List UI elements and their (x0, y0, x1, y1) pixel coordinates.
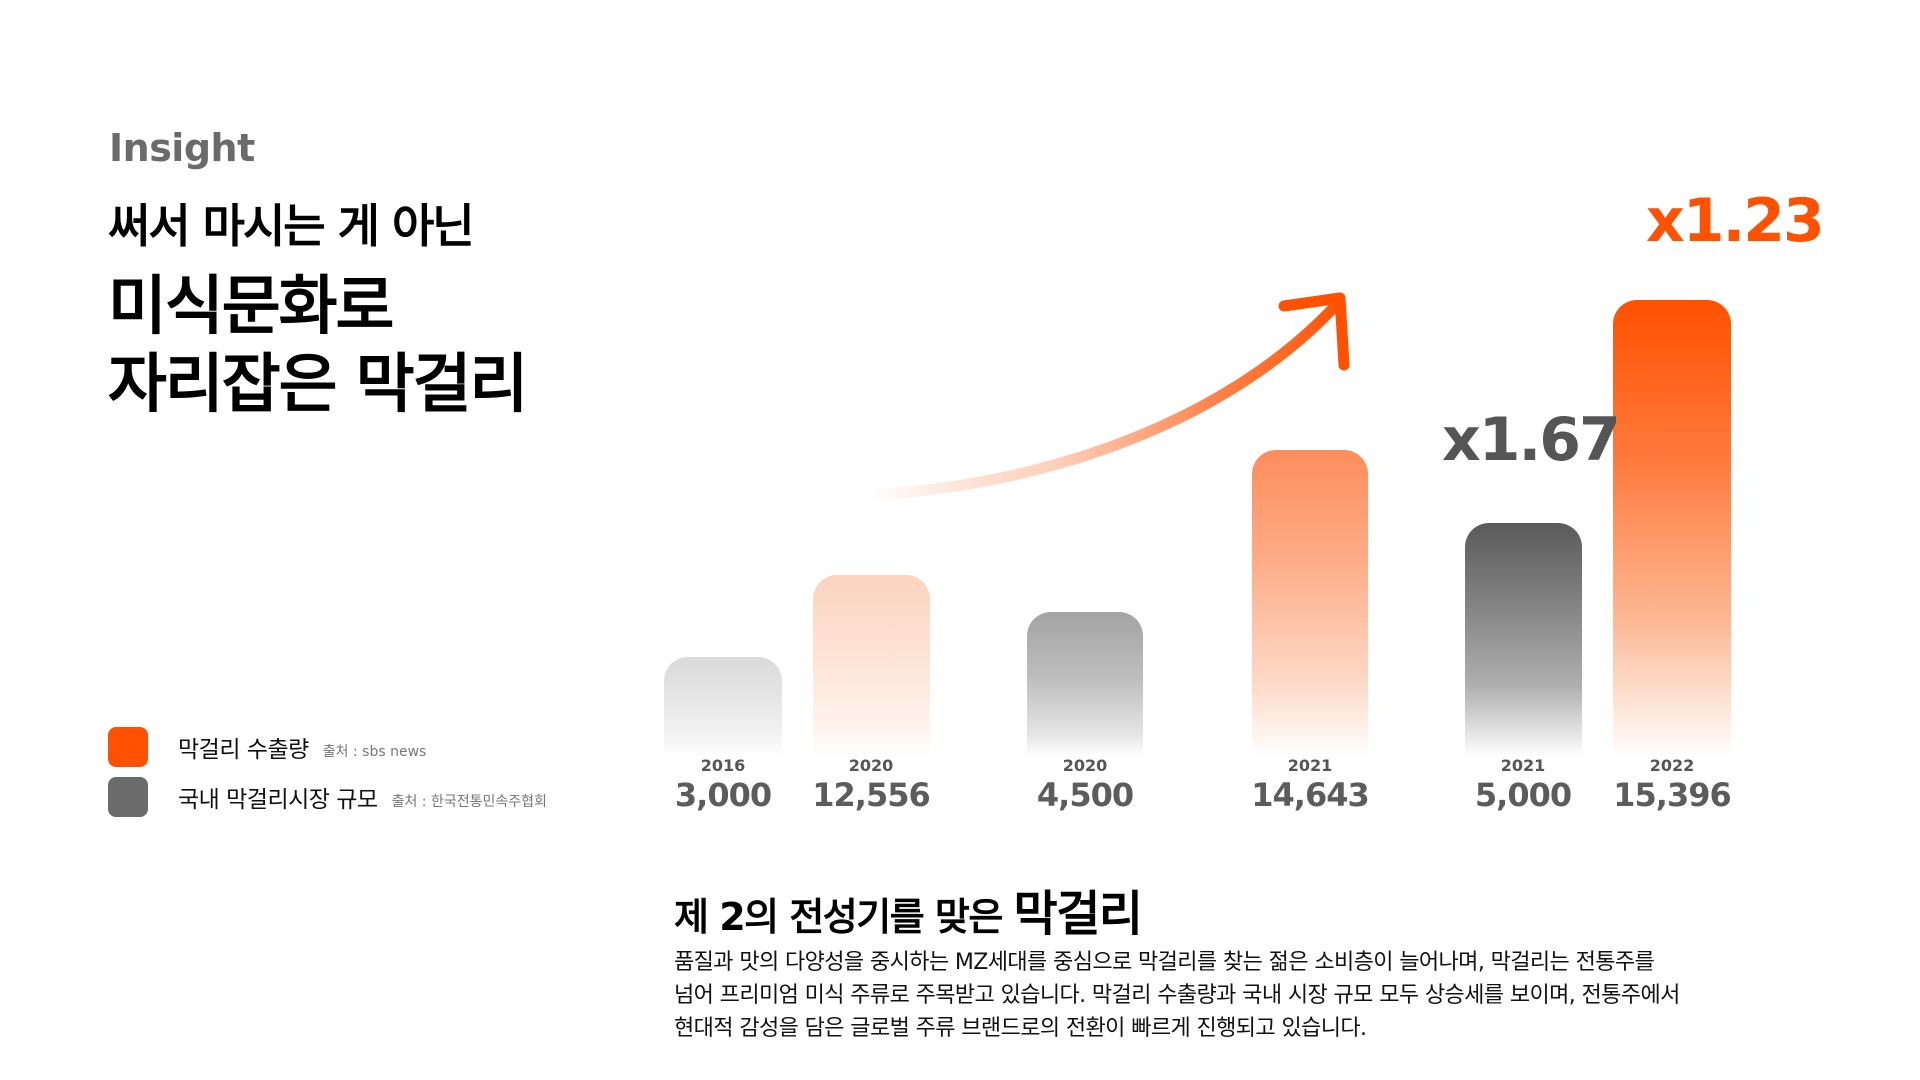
legend-label: 국내 막걸리시장 규모 (178, 787, 378, 813)
bar-2020-export (813, 575, 930, 757)
bar-2022-export (1613, 300, 1731, 757)
section-heading-prefix: 제 2의 전성기를 맞은 (674, 895, 1014, 939)
bar-2021-market (1465, 523, 1582, 757)
legend-source: 출처 : 한국전통민속주협회 (391, 794, 547, 810)
bar-2021-export (1252, 450, 1368, 757)
paragraph-line: 품질과 맛의 다양성을 중시하는 MZ세대를 중심으로 막걸리를 찾는 젊은 소… (674, 950, 1655, 975)
section-paragraph: 품질과 맛의 다양성을 중시하는 MZ세대를 중심으로 막걸리를 찾는 젊은 소… (674, 946, 1834, 1045)
bar-value-label: 4,500 (1036, 776, 1134, 814)
bar-value-label: 14,643 (1251, 776, 1369, 814)
section-heading: 제 2의 전성기를 맞은 막걸리 (674, 874, 1143, 944)
bar-year-label: 2022 (1649, 756, 1695, 775)
paragraph-line: 현대적 감성을 담은 글로벌 주류 브랜드로의 전환이 빠르게 진행되고 있습니… (674, 1016, 1367, 1041)
bar-year-label: 2016 (700, 756, 746, 775)
multiplier-export: x1.23 (1646, 186, 1825, 256)
bar-value-label: 15,396 (1613, 776, 1731, 814)
bar-2020-market (1027, 612, 1143, 757)
bar-year-label: 2020 (848, 756, 894, 775)
title-line-2: 미식문화로 (108, 270, 394, 344)
bar-value-label: 12,556 (812, 776, 930, 814)
eyebrow-label: Insight (109, 126, 255, 170)
legend-item-market: 국내 막걸리시장 규모 출처 : 한국전통민속주협회 (108, 777, 547, 817)
bar-year-label: 2020 (1062, 756, 1108, 775)
legend-swatch-gray (108, 777, 148, 817)
bar-value-label: 3,000 (674, 776, 772, 814)
legend-source: 출처 : sbs news (322, 744, 427, 760)
title-line-3: 자리잡은 막걸리 (108, 348, 528, 422)
bar-value-label: 5,000 (1474, 776, 1572, 814)
paragraph-line: 넘어 프리미엄 미식 주류로 주목받고 있습니다. 막걸리 수출량과 국내 시장… (674, 983, 1680, 1008)
bar-year-label: 2021 (1500, 756, 1546, 775)
legend-label: 막걸리 수출량 (178, 737, 309, 763)
bar-year-label: 2021 (1287, 756, 1333, 775)
bar-2016-market (664, 657, 782, 757)
legend-item-export: 막걸리 수출량 출처 : sbs news (108, 727, 426, 767)
title-line-1: 써서 마시는 게 아닌 (108, 199, 475, 253)
legend-swatch-orange (108, 727, 148, 767)
section-heading-emphasis: 막걸리 (1013, 886, 1143, 942)
multiplier-market: x1.67 (1442, 405, 1621, 475)
